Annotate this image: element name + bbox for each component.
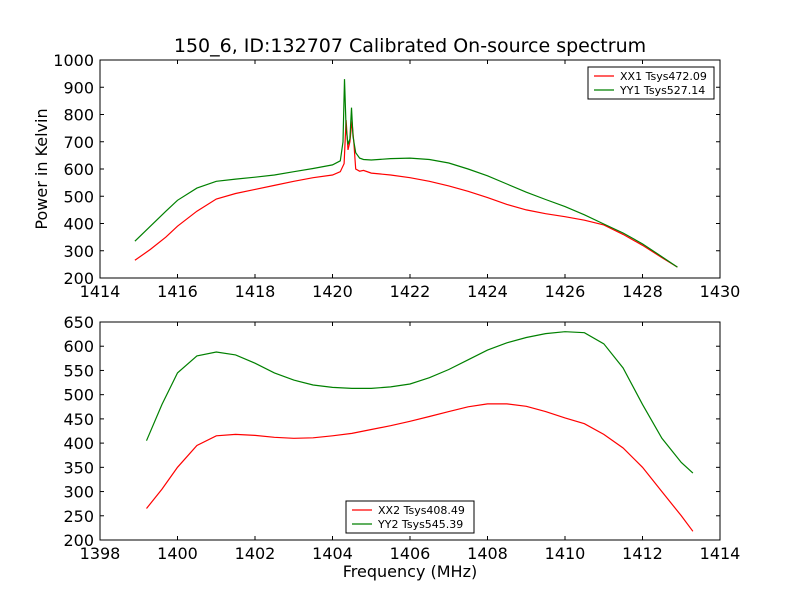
x-tick-label: 1412 [622, 544, 663, 563]
y-tick-label: 450 [63, 410, 94, 429]
x-tick-label: 1404 [312, 544, 353, 563]
x-tick-label: 1406 [390, 544, 431, 563]
y-tick-label: 400 [63, 215, 94, 234]
legend-entry: YY2 Tsys545.39 [377, 518, 463, 531]
x-tick-label: 1416 [157, 282, 198, 301]
legend-entry: XX1 Tsys472.09 [620, 70, 707, 83]
subplot-1: 1414 1416 1418 1420 1422 1424 1426 1428 1430 200 3… [32, 51, 740, 301]
x-tick-label: 1400 [157, 544, 198, 563]
x-tick-label: 1426 [545, 282, 586, 301]
y-tick-label: 600 [63, 160, 94, 179]
y-tick-label: 600 [63, 337, 94, 356]
x-tick-label: 1414 [80, 282, 121, 301]
x-tick-label: 1420 [312, 282, 353, 301]
y-tick-label: 650 [63, 313, 94, 332]
legend-box [345, 500, 475, 534]
x-tick-label: 1398 [80, 544, 121, 563]
x-tick-label: 1418 [235, 282, 276, 301]
x-tick-label: 1402 [235, 544, 276, 563]
legend-entry: YY1 Tsys527.14 [619, 84, 705, 97]
legend-box [587, 66, 715, 100]
x-tick-label: 1430 [700, 282, 741, 301]
y-tick-label: 300 [63, 242, 94, 261]
y-tick-label: 700 [63, 133, 94, 152]
y-tick-label: 350 [63, 458, 94, 477]
x-axis-title: Frequency (MHz) [343, 562, 477, 581]
x-tick-label: 1414 [700, 544, 741, 563]
series-line-1-1 [134, 119, 678, 268]
y-tick-label: 550 [63, 361, 94, 380]
x-tick-label: 1424 [467, 282, 508, 301]
legend-entry: XX2 Tsys408.49 [378, 504, 465, 517]
y-tick-label: 400 [63, 434, 94, 453]
y-tick-label: 250 [63, 507, 94, 526]
figure-title: 150_6, ID:132707 Calibrated On-source sp… [174, 35, 646, 57]
x-tick-label: 1428 [622, 282, 663, 301]
y-tick-label: 500 [63, 187, 94, 206]
y-tick-label: 800 [63, 106, 94, 125]
y-tick-label: 900 [63, 78, 94, 97]
x-tick-label: 1410 [545, 544, 586, 563]
subplot-2: 1398 1400 1402 1404 1406 1408 1410 1412 1414 200 2… [63, 313, 740, 581]
series-line-2-1 [146, 403, 694, 532]
series-line-1-2 [134, 79, 678, 268]
y-tick-label: 200 [63, 269, 94, 288]
y-tick-label: 500 [63, 386, 94, 405]
x-tick-label: 1408 [467, 544, 508, 563]
y-tick-label: 200 [63, 531, 94, 550]
y-axis-title: Power in Kelvin [32, 108, 51, 229]
y-tick-label: 1000 [53, 51, 94, 70]
x-tick-label: 1422 [390, 282, 431, 301]
series-line-2-2 [145, 331, 694, 474]
y-tick-label: 300 [63, 483, 94, 502]
